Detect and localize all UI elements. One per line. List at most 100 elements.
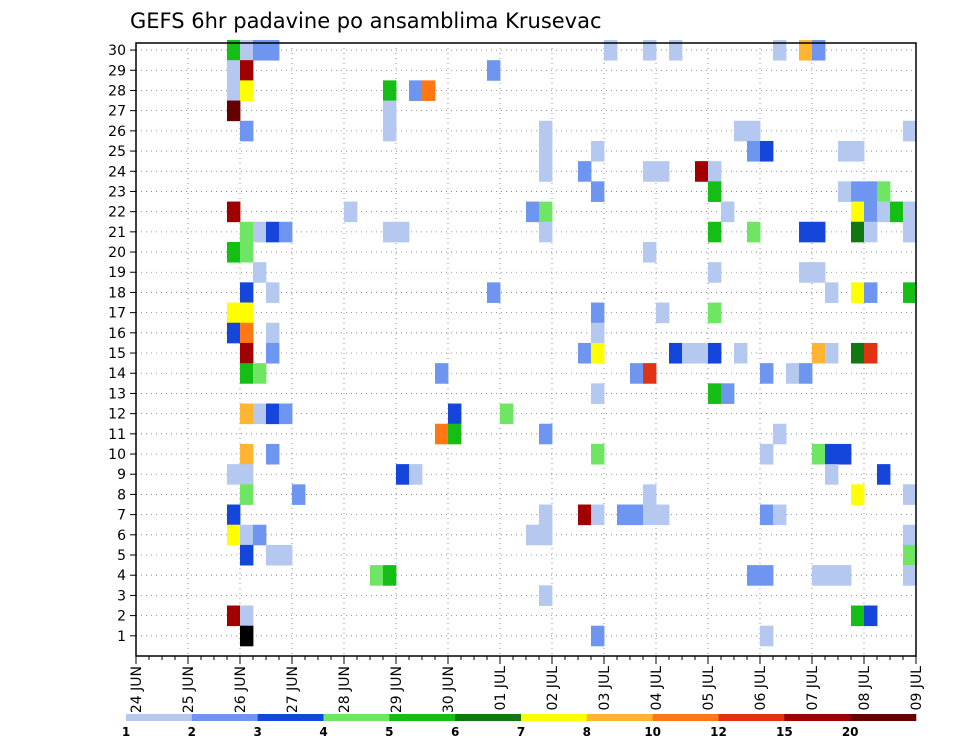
heatmap-cell xyxy=(760,363,774,384)
heatmap-cell xyxy=(266,403,280,425)
heatmap-cell xyxy=(799,363,813,384)
heatmap-cell xyxy=(812,565,826,586)
heatmap-cell xyxy=(448,423,462,445)
heatmap-cell xyxy=(344,201,358,223)
heatmap-cell xyxy=(656,302,670,324)
colorbar-swatch xyxy=(521,714,588,721)
heatmap-cell xyxy=(578,161,592,182)
colorbar-swatch xyxy=(126,714,193,721)
heatmap-cell xyxy=(539,524,553,546)
heatmap-cell xyxy=(851,140,865,162)
heatmap-cell xyxy=(864,342,878,364)
colorbar-swatch xyxy=(191,714,258,721)
y-tick-label: 21 xyxy=(108,225,126,241)
heatmap-cell xyxy=(630,363,644,384)
x-tick-label: 02 JUL xyxy=(545,666,561,711)
y-tick-label: 30 xyxy=(108,43,126,59)
heatmap-cell xyxy=(825,342,839,364)
x-tick-label: 05 JUL xyxy=(701,666,717,711)
heatmap-cell xyxy=(630,504,644,526)
heatmap-cell xyxy=(279,221,293,243)
heatmap-cell xyxy=(695,342,709,364)
heatmap-cell xyxy=(838,443,852,465)
heatmap-cell xyxy=(643,241,657,263)
heatmap-cell xyxy=(617,504,631,526)
heatmap-cell xyxy=(279,403,293,425)
heatmap-cell xyxy=(812,39,826,61)
x-tick-label: 30 JUN xyxy=(441,666,457,713)
x-axis: 24 JUN 25 JUN 26 JUN 27 JUN 28 JUN 29 JUN 30 J… xyxy=(129,656,925,713)
heatmap-cell xyxy=(240,342,254,364)
heatmap-cell xyxy=(708,221,722,243)
heatmap-cells xyxy=(227,39,917,647)
heatmap-cell xyxy=(370,565,384,586)
heatmap-cell xyxy=(227,504,241,526)
heatmap-cell xyxy=(773,423,787,445)
heatmap-cell xyxy=(578,342,592,364)
heatmap-cell xyxy=(890,201,904,223)
heatmap-cell xyxy=(422,80,436,101)
heatmap-cell xyxy=(240,605,254,627)
heatmap-cell xyxy=(266,443,280,465)
heatmap-cell xyxy=(825,464,839,485)
colorbar-swatch xyxy=(323,714,390,721)
heatmap-cell xyxy=(227,524,241,546)
heatmap-cell xyxy=(227,322,241,344)
heatmap-cell xyxy=(383,120,397,142)
x-tick-label: 07 JUL xyxy=(805,666,821,711)
colorbar-label: 12 xyxy=(710,725,727,739)
heatmap-cell xyxy=(760,443,774,465)
heatmap-cell xyxy=(799,262,813,283)
heatmap-cell xyxy=(708,161,722,182)
heatmap-cell xyxy=(240,363,254,384)
heatmap-cell xyxy=(799,221,813,243)
heatmap-cell xyxy=(578,504,592,526)
y-tick-label: 28 xyxy=(108,83,126,99)
heatmap-cell xyxy=(851,221,865,243)
heatmap-cell xyxy=(708,262,722,283)
heatmap-cell xyxy=(266,39,280,61)
y-tick-label: 6 xyxy=(117,528,126,544)
heatmap-cell xyxy=(851,201,865,223)
colorbar-label: 7 xyxy=(517,725,525,739)
heatmap-cell xyxy=(240,282,254,303)
heatmap-cell xyxy=(877,181,891,202)
heatmap-cell xyxy=(903,524,917,546)
heatmap-cell xyxy=(240,120,254,142)
heatmap-cell xyxy=(591,443,605,465)
heatmap-cell xyxy=(591,504,605,526)
y-tick-label: 19 xyxy=(108,265,126,281)
colorbar-label: 10 xyxy=(644,725,661,739)
y-tick-label: 1 xyxy=(117,629,126,645)
heatmap-cell xyxy=(838,140,852,162)
x-tick-label: 03 JUL xyxy=(597,666,613,711)
heatmap-cell xyxy=(539,504,553,526)
heatmap-cell xyxy=(487,60,501,81)
heatmap-cell xyxy=(539,585,553,606)
heatmap-cell xyxy=(227,201,241,223)
heatmap-cell xyxy=(383,221,397,243)
heatmap-cell xyxy=(253,403,267,425)
heatmap-cell xyxy=(266,221,280,243)
heatmap-cell xyxy=(435,363,449,384)
heatmap-cell xyxy=(851,181,865,202)
chart-title: GEFS 6hr padavine po ansamblima Krusevac xyxy=(130,9,602,33)
heatmap-cell xyxy=(435,423,449,445)
colorbar-swatch xyxy=(455,714,522,721)
heatmap-cell xyxy=(539,221,553,243)
heatmap-cell xyxy=(383,80,397,101)
heatmap-cell xyxy=(227,464,241,485)
heatmap-cell xyxy=(643,161,657,182)
colorbar-swatch xyxy=(850,714,917,721)
colorbar-label: 4 xyxy=(319,725,327,739)
x-tick-label: 09 JUL xyxy=(909,666,925,711)
heatmap-cell xyxy=(383,565,397,586)
heatmap-cell xyxy=(591,140,605,162)
colorbar-label: 6 xyxy=(451,725,459,739)
heatmap-cell xyxy=(591,181,605,202)
heatmap-cell xyxy=(812,342,826,364)
heatmap-cell xyxy=(604,39,618,61)
heatmap-cell xyxy=(864,201,878,223)
heatmap-cell xyxy=(240,302,254,324)
